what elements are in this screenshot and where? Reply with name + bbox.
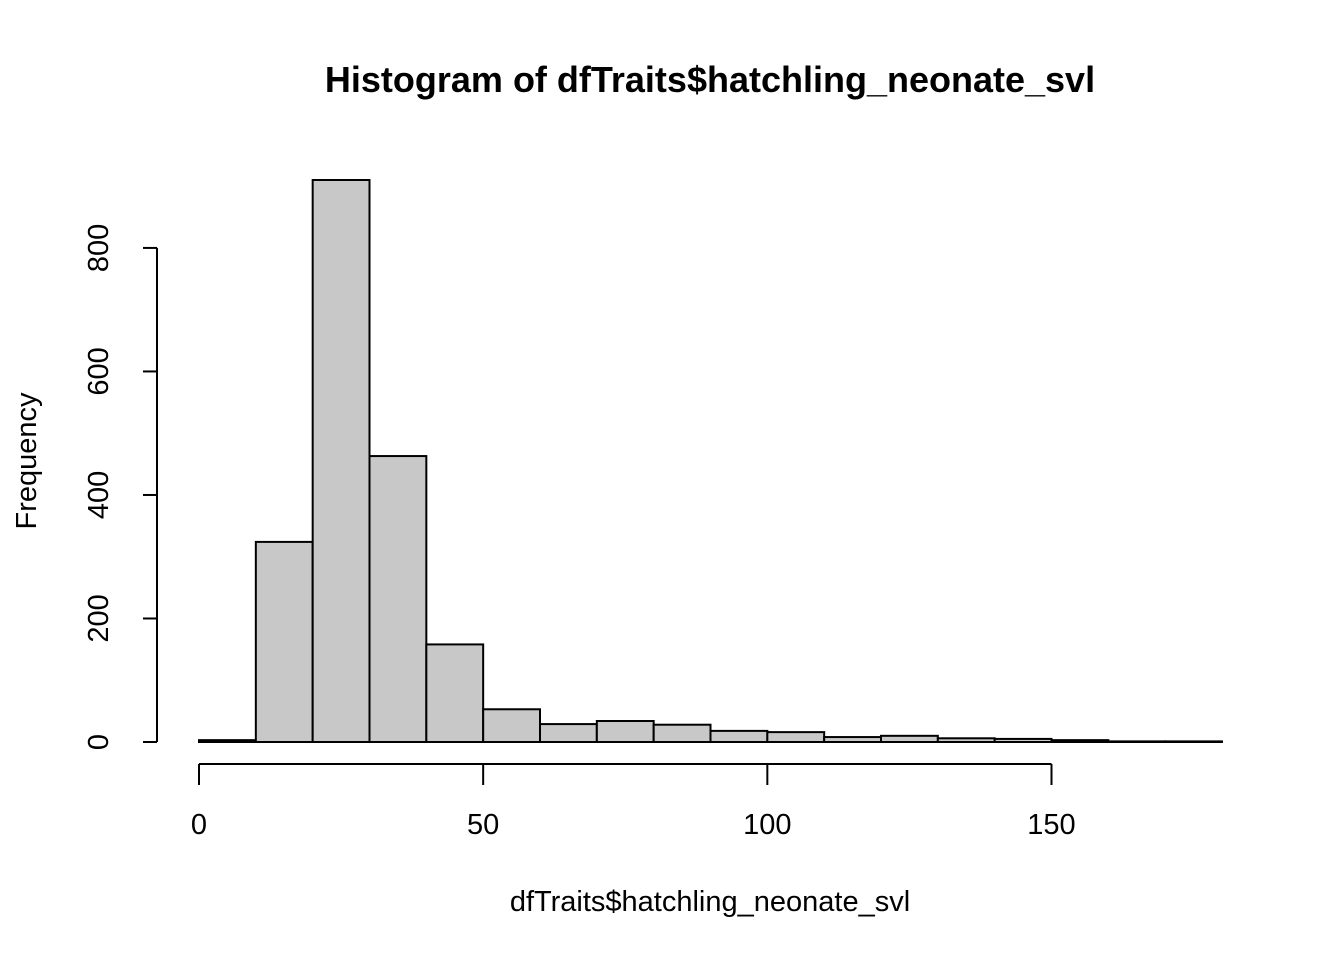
y-tick-label: 0 [83, 734, 115, 750]
x-axis: 0 50 100 150 [191, 763, 1076, 841]
histogram-bar [652, 723, 712, 744]
histogram-bar [539, 723, 598, 743]
histogram-bar [880, 734, 939, 743]
chart-title: Histogram of dfTraits$hatchling_neonate_… [325, 59, 1095, 100]
histogram-bar [1107, 740, 1167, 744]
histogram-bar [1050, 739, 1110, 744]
histogram-bar [198, 739, 257, 744]
x-tick-label: 0 [191, 809, 207, 841]
histogram-bar [936, 737, 996, 743]
x-tick-label: 50 [467, 809, 499, 841]
y-tick-label: 600 [83, 347, 115, 395]
y-tick-label: 200 [83, 594, 115, 642]
x-tick-label: 100 [743, 809, 791, 841]
histogram-bar [595, 720, 655, 743]
x-tick-label: 150 [1027, 809, 1075, 841]
bars-group [198, 179, 1223, 744]
histogram-bar [311, 179, 371, 743]
histogram-bar [1164, 740, 1223, 744]
histogram-bar [368, 455, 428, 743]
histogram-bar [823, 736, 883, 743]
histogram-bar [766, 731, 826, 743]
histogram-bar [993, 737, 1053, 744]
y-axis-label: Frequency [11, 392, 43, 530]
histogram-bar [425, 643, 485, 744]
histogram-bar [482, 708, 541, 743]
y-tick-label: 800 [83, 224, 115, 272]
histogram-bar [709, 729, 769, 744]
histogram-bar [254, 540, 314, 744]
x-axis-label: dfTraits$hatchling_neonate_svl [510, 886, 910, 918]
y-axis: 0 200 400 600 800 [83, 224, 158, 750]
y-tick-label: 400 [83, 471, 115, 519]
